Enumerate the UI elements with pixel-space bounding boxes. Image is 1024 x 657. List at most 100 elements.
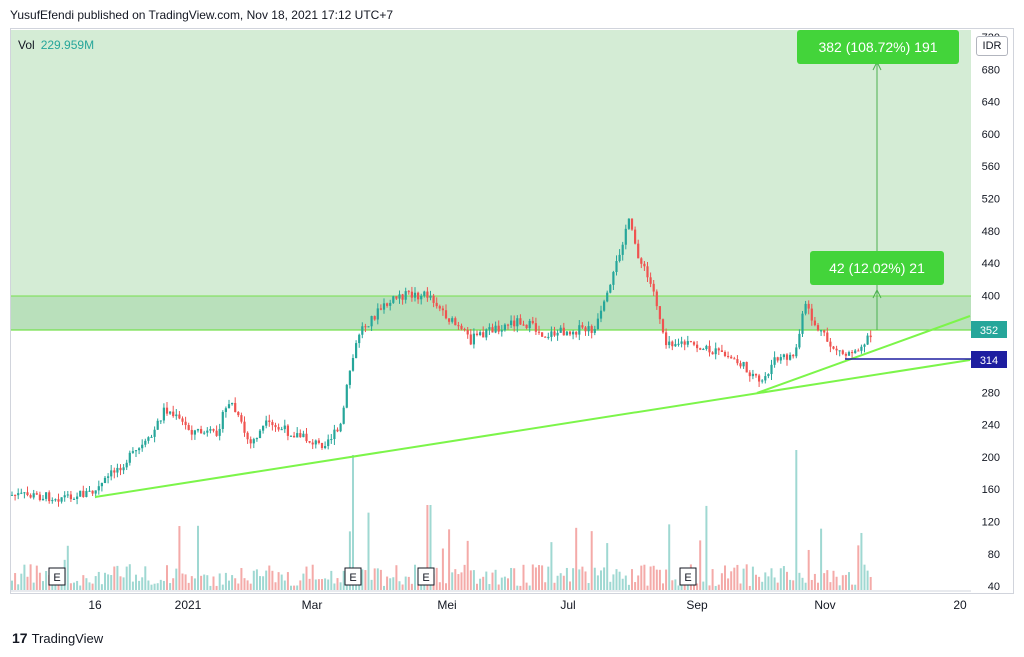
measure-arrow-small-head xyxy=(872,288,882,299)
candle-body xyxy=(556,332,559,336)
volume-bar xyxy=(714,585,717,590)
projection-zone xyxy=(11,30,971,296)
volume-bar xyxy=(739,583,742,590)
time-axis[interactable]: 16 2021 Mar Mei Jul Sep Nov 20 xyxy=(88,598,967,612)
volume-bar xyxy=(835,576,838,590)
earnings-marker[interactable] xyxy=(417,567,435,586)
price-axis-label: 520 xyxy=(982,194,1000,206)
candle-body xyxy=(243,421,246,433)
candle-body xyxy=(699,348,702,350)
candle-body xyxy=(689,341,692,343)
volume-bar xyxy=(531,564,534,590)
candle-body xyxy=(643,263,646,267)
candle-body xyxy=(162,407,165,421)
candle-body xyxy=(131,451,134,453)
volume-bar xyxy=(296,585,299,590)
volume-bar xyxy=(438,582,441,590)
volume-bar xyxy=(417,585,420,590)
volume-bar xyxy=(389,578,392,590)
candle-body xyxy=(190,429,193,435)
volume-bar xyxy=(262,576,265,590)
candle-body xyxy=(544,336,547,338)
volume-bar xyxy=(361,569,364,590)
volume-bar xyxy=(280,574,283,590)
support-price-tag xyxy=(971,351,1007,368)
volume-bar xyxy=(538,565,540,590)
candle-body xyxy=(314,440,317,445)
volume-bar xyxy=(705,505,708,590)
price-axis[interactable]: 7206806406005605204804404003603202802402… xyxy=(982,32,1000,593)
volume-bar xyxy=(503,576,506,590)
candle-body xyxy=(141,444,144,449)
candle-body xyxy=(758,375,761,382)
candle-body xyxy=(745,362,748,373)
volume-bar xyxy=(755,574,757,590)
candle-body xyxy=(196,429,200,431)
volume-bar xyxy=(311,564,314,590)
candle-body xyxy=(407,291,410,293)
candle-body xyxy=(429,295,432,298)
candle-body xyxy=(528,320,531,329)
volume-bar xyxy=(469,570,472,590)
candle-body xyxy=(147,437,150,441)
volume-bar xyxy=(832,570,835,590)
target-measure-box[interactable] xyxy=(797,30,959,64)
volume-bar xyxy=(259,576,261,590)
volume-bar xyxy=(26,576,29,590)
volume-bar xyxy=(662,583,664,590)
candle-body xyxy=(423,291,426,296)
volume-bar xyxy=(844,574,847,590)
volume-bar xyxy=(696,583,699,590)
candle-body xyxy=(280,429,283,431)
time-axis-label: 2021 xyxy=(175,598,202,612)
candle-body xyxy=(178,414,181,419)
earnings-marker[interactable] xyxy=(679,567,697,586)
volume-legend: Vol 229.959M xyxy=(18,38,94,52)
candle-body xyxy=(85,491,88,497)
candle-body xyxy=(60,497,63,502)
volume-bar xyxy=(181,573,184,590)
currency-badge[interactable]: IDR xyxy=(976,36,1008,56)
volume-bar xyxy=(355,583,358,590)
candle-body xyxy=(513,320,516,327)
candle-body xyxy=(593,329,596,333)
volume-bar xyxy=(720,573,723,590)
candle-body xyxy=(395,296,398,299)
volume-bar xyxy=(190,576,193,590)
intermediate-measure-box[interactable] xyxy=(810,251,944,285)
candle-body xyxy=(348,370,351,385)
candle-body xyxy=(640,258,643,264)
volume-bar xyxy=(507,578,509,590)
candle-body xyxy=(550,331,553,337)
earnings-marker[interactable] xyxy=(48,567,66,586)
volume-bar xyxy=(20,573,23,590)
volume-bar xyxy=(463,564,466,590)
candle-body xyxy=(389,302,392,306)
candle-body xyxy=(767,374,770,377)
candle-body xyxy=(119,467,122,471)
volume-bar xyxy=(302,573,305,590)
candle-body xyxy=(252,439,255,444)
volume-bar xyxy=(252,570,255,590)
volume-bar xyxy=(829,582,832,590)
volume-bar xyxy=(367,512,370,590)
volume-bar xyxy=(621,578,624,590)
volume-bar xyxy=(268,565,271,590)
volume-bar xyxy=(66,545,69,590)
volume-bar xyxy=(851,584,854,590)
volume-bar xyxy=(556,575,559,590)
candle-body xyxy=(823,330,826,333)
volume-bar xyxy=(593,567,596,590)
volume-bar xyxy=(485,571,488,590)
volume-bar xyxy=(429,505,432,590)
candle-body xyxy=(398,294,401,299)
earnings-marker[interactable] xyxy=(344,567,362,586)
volume-bar xyxy=(414,564,416,590)
volume-bar xyxy=(817,582,819,590)
volume-bar xyxy=(457,574,460,590)
chart-frame[interactable] xyxy=(10,28,1014,594)
candle-body xyxy=(541,332,544,337)
candle-body xyxy=(169,411,172,414)
